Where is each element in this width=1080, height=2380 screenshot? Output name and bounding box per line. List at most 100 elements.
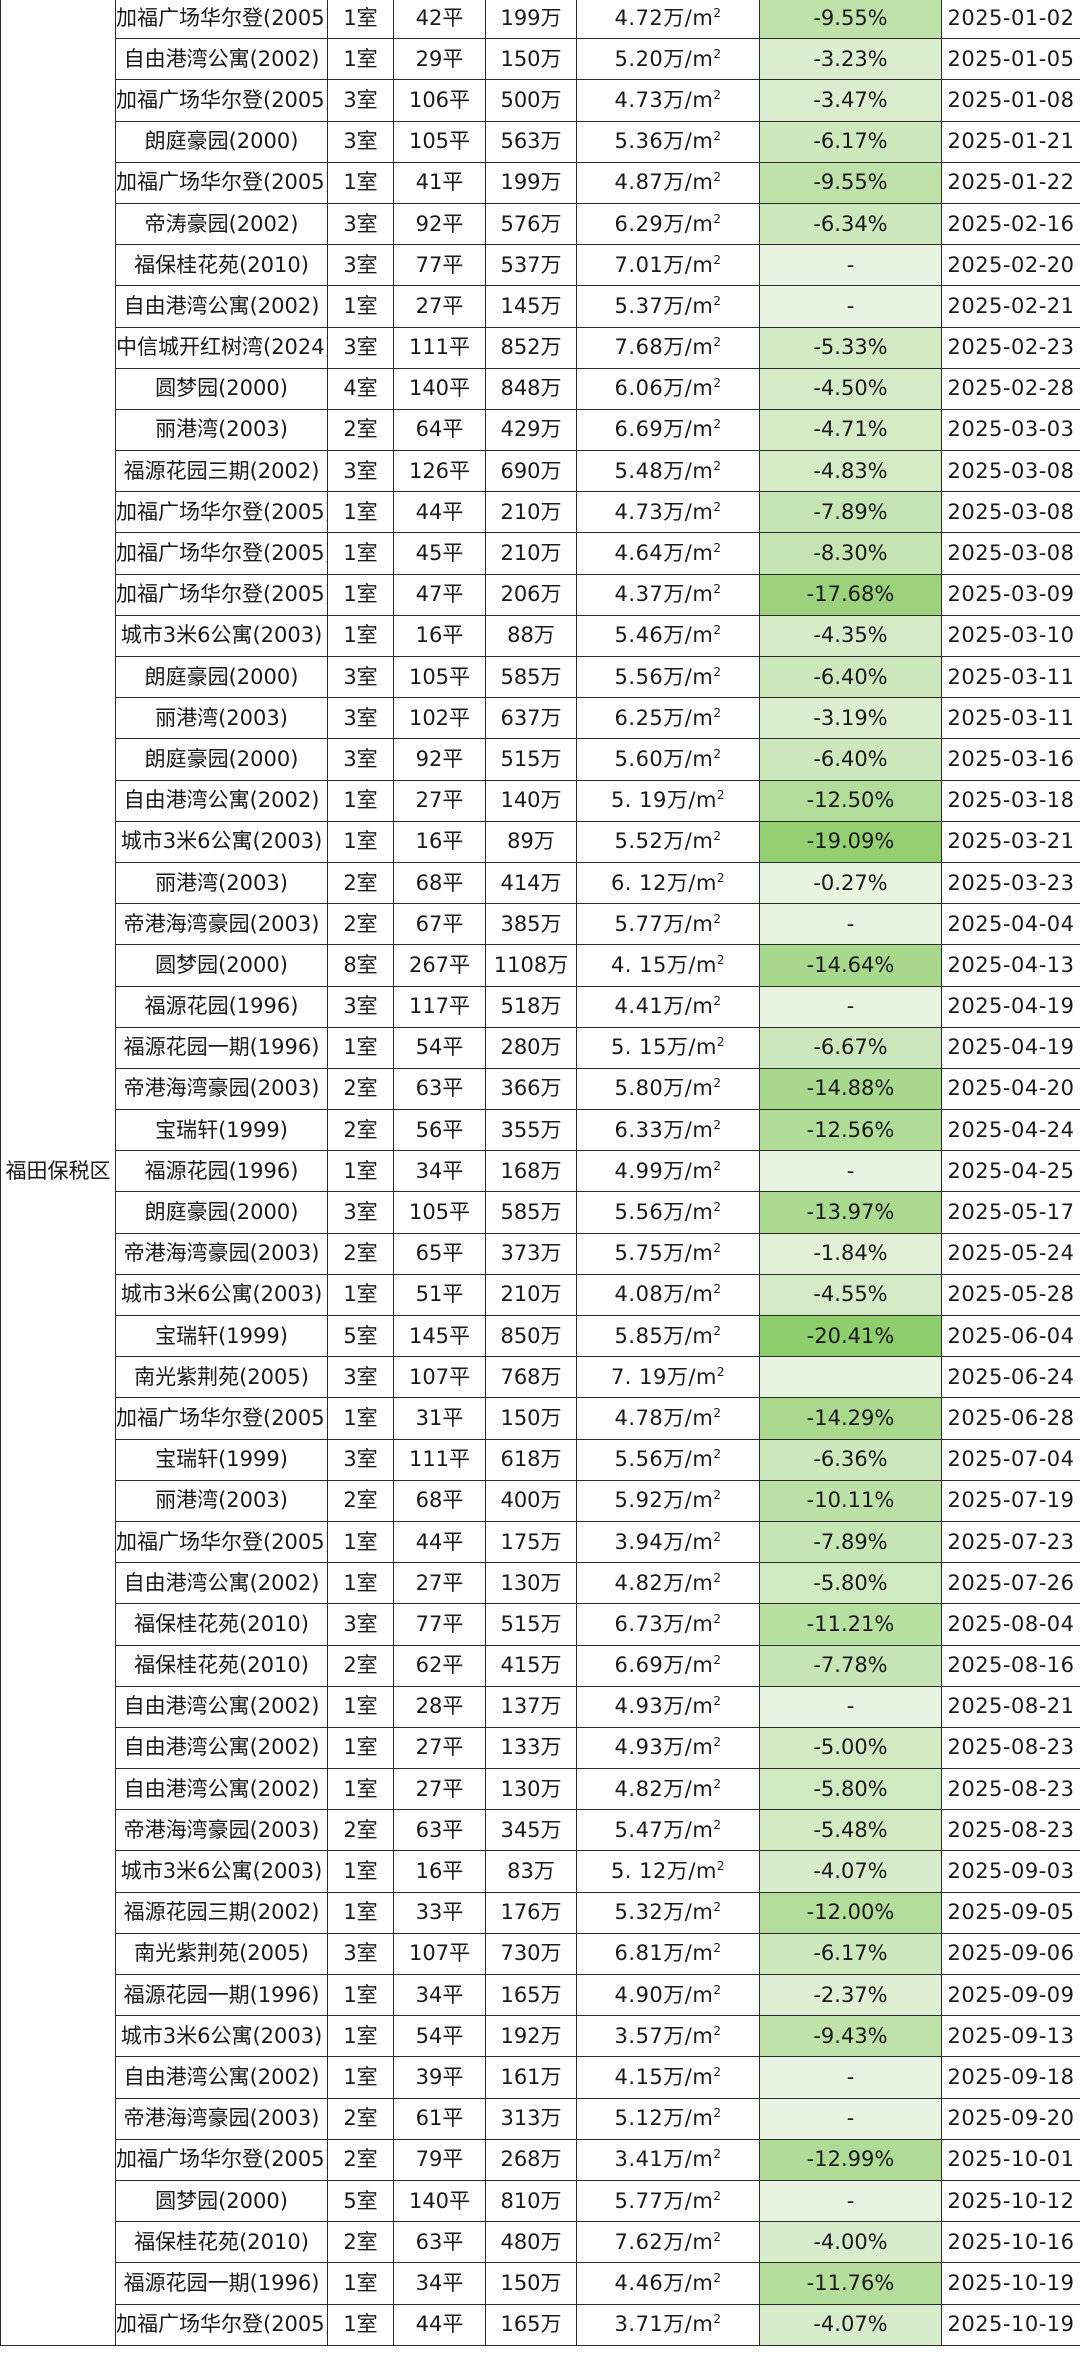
- community-cell: 福源花园一期(1996): [115, 1026, 328, 1069]
- price-cell: 585万: [485, 1191, 577, 1234]
- community-cell: 帝港海湾豪园(2003): [115, 1809, 328, 1852]
- date-cell: 2025-03-09: [941, 573, 1080, 616]
- community-cell: 帝港海湾豪园(2003): [115, 2097, 328, 2140]
- change-cell: -4.50%: [759, 367, 942, 410]
- change-cell: -6.40%: [759, 738, 942, 781]
- area-cell: 77平: [393, 1603, 486, 1646]
- price-cell: 537万: [485, 244, 577, 287]
- unit-price-cell: 5.77万/m2: [576, 2179, 760, 2223]
- rooms-cell: 2室: [327, 408, 394, 452]
- rooms-cell: 3室: [327, 655, 394, 699]
- table-row: 加福广场华尔登(2005) 1室 44平 165万 3.71万/m2 -4.07% 2025…: [1, 2303, 1080, 2346]
- area-cell: 267平: [393, 944, 486, 987]
- date-cell: 2025-04-13: [941, 944, 1080, 987]
- area-cell: 111平: [393, 326, 486, 369]
- table-row: 城市3米6公寓(2003) 1室 54平 192万 3.57万/m2 -9.43% 2025…: [1, 2015, 1080, 2058]
- price-cell: 768万: [485, 1356, 577, 1399]
- change-cell: -7.78%: [759, 1644, 942, 1687]
- community-cell: 福保桂花苑(2010): [115, 244, 328, 287]
- unit-price-value: 4.82万/m: [614, 1776, 714, 1801]
- unit-price-value: 5.32万/m: [614, 1900, 714, 1925]
- area-cell: 27平: [393, 285, 486, 328]
- community-cell: 自由港湾公寓(2002): [115, 2056, 328, 2099]
- price-cell: 165万: [485, 2303, 577, 2346]
- unit-price-cell: 5.56万/m2: [576, 1438, 760, 1481]
- unit-price-value: 3.57万/m: [614, 2023, 714, 2048]
- unit-price-cell: 4.46万/m2: [576, 2262, 760, 2305]
- unit-price-value: 5.52万/m: [614, 829, 714, 854]
- change-cell: -3.19%: [759, 697, 942, 740]
- area-cell: 106平: [393, 79, 486, 122]
- unit-price-value: 6.73万/m: [614, 1611, 714, 1636]
- unit-price-cell: 5.60万/m2: [576, 738, 760, 781]
- date-cell: 2025-02-16: [941, 202, 1080, 246]
- unit-price-cell: 4.93万/m2: [576, 1685, 760, 1728]
- change-cell: -6.67%: [759, 1026, 942, 1069]
- unit-price-value: 5. 12万/m: [610, 1859, 717, 1884]
- area-cell: 107平: [393, 1932, 486, 1976]
- community-cell: 自由港湾公寓(2002): [115, 38, 328, 81]
- date-cell: 2025-07-26: [941, 1562, 1080, 1605]
- unit-price-value: 5.47万/m: [614, 1817, 714, 1842]
- area-cell: 34平: [393, 1973, 486, 2017]
- table-row: 宝瑞轩(1999) 3室 111平 618万 5.56万/m2 -6.36% 2025-07…: [1, 1438, 1080, 1481]
- unit-price-cell: 4.08万/m2: [576, 1273, 760, 1317]
- change-cell: -17.68%: [759, 573, 942, 616]
- rooms-cell: 3室: [327, 1603, 394, 1646]
- table-row: 福源花园一期(1996) 1室 54平 280万 5. 15万/m2 -6.67% 2025…: [1, 1026, 1080, 1069]
- community-cell: 福保桂花苑(2010): [115, 1603, 328, 1646]
- date-cell: 2025-04-19: [941, 1026, 1080, 1069]
- price-cell: 852万: [485, 326, 577, 369]
- change-cell: -12.56%: [759, 1109, 942, 1152]
- community-cell: 丽港湾(2003): [115, 697, 328, 740]
- community-cell: 自由港湾公寓(2002): [115, 1726, 328, 1770]
- rooms-cell: 3室: [327, 450, 394, 493]
- community-cell: 帝港海湾豪园(2003): [115, 1232, 328, 1275]
- area-cell: 44平: [393, 491, 486, 534]
- rooms-cell: 1室: [327, 285, 394, 328]
- rooms-cell: 4室: [327, 367, 394, 410]
- change-cell: -3.47%: [759, 79, 942, 122]
- table-row: 福保桂花苑(2010) 2室 63平 480万 7.62万/m2 -4.00% 2025-1…: [1, 2221, 1080, 2264]
- rooms-cell: 1室: [327, 38, 394, 81]
- unit-price-cell: 4.41万/m2: [576, 985, 760, 1028]
- area-cell: 16平: [393, 1850, 486, 1893]
- unit-price-cell: 4.72万/m2: [576, 0, 760, 40]
- community-cell: 城市3米6公寓(2003): [115, 1850, 328, 1893]
- unit-price-value: 4.99万/m: [614, 1158, 714, 1183]
- unit-price-cell: 7.68万/m2: [576, 326, 760, 369]
- table-row: 自由港湾公寓(2002) 1室 39平 161万 4.15万/m2-2025-09-18: [1, 2056, 1080, 2099]
- table-row: 朗庭豪园(2000) 3室 92平 515万 5.60万/m2 -6.40% 2025-03…: [1, 738, 1080, 781]
- rooms-cell: 1室: [327, 1891, 394, 1934]
- rooms-cell: 1室: [327, 1768, 394, 1811]
- date-cell: 2025-04-20: [941, 1067, 1080, 1111]
- unit-price-value: 5.12万/m: [614, 2106, 714, 2131]
- area-cell: 64平: [393, 408, 486, 452]
- rooms-cell: 3室: [327, 697, 394, 740]
- price-cell: 500万: [485, 79, 577, 122]
- community-cell: 丽港湾(2003): [115, 408, 328, 452]
- rooms-cell: 5室: [327, 1314, 394, 1358]
- area-cell: 63平: [393, 1067, 486, 1111]
- table-row: 福源花园一期(1996) 1室 34平 150万 4.46万/m2 -11.76% 2025…: [1, 2262, 1080, 2305]
- price-cell: 730万: [485, 1932, 577, 1976]
- date-cell: 2025-03-08: [941, 491, 1080, 534]
- table-row: 南光紫荆苑(2005) 3室 107平 730万 6.81万/m2 -6.17% 2025-…: [1, 1932, 1080, 1976]
- change-cell: -20.41%: [759, 1314, 942, 1358]
- price-cell: 385万: [485, 903, 577, 946]
- change-cell: [759, 1356, 942, 1399]
- change-cell: -5.33%: [759, 326, 942, 369]
- price-cell: 199万: [485, 0, 577, 40]
- table-row: 朗庭豪园(2000) 3室 105平 585万 5.56万/m2 -13.97% 2025-…: [1, 1191, 1080, 1234]
- date-cell: 2025-09-06: [941, 1932, 1080, 1976]
- date-cell: 2025-04-04: [941, 903, 1080, 946]
- date-cell: 2025-08-23: [941, 1726, 1080, 1770]
- community-cell: 加福广场华尔登(2005): [115, 573, 328, 616]
- unit-price-value: 6.06万/m: [614, 376, 714, 401]
- price-cell: 414万: [485, 861, 577, 905]
- unit-price-cell: 5.48万/m2: [576, 450, 760, 493]
- community-cell: 福源花园(1996): [115, 985, 328, 1028]
- unit-price-cell: 5. 15万/m2: [576, 1026, 760, 1069]
